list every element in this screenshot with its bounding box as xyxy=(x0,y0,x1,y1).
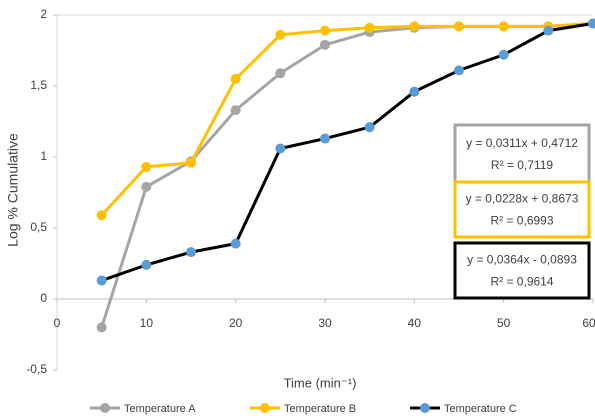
y-tick-label: 2 xyxy=(40,7,47,21)
data-point xyxy=(141,259,152,270)
legend-marker xyxy=(260,403,270,413)
series-line xyxy=(100,22,594,217)
data-point xyxy=(186,157,196,168)
data-point xyxy=(230,238,241,249)
data-point xyxy=(186,247,196,258)
equation-box xyxy=(453,123,591,185)
series-line xyxy=(101,22,594,282)
data-point xyxy=(320,133,330,144)
r-squared: R² = 0,6993 xyxy=(490,214,553,228)
y-axis-label: Log % Cumulative xyxy=(5,133,21,247)
equation: y = 0,0311x + 0,4712 xyxy=(466,136,578,150)
data-point xyxy=(454,21,464,32)
data-point xyxy=(141,161,152,172)
y-tick-label: 1 xyxy=(40,149,47,163)
equation-box xyxy=(453,241,591,300)
data-point xyxy=(320,39,330,50)
data-point xyxy=(364,122,375,133)
legend-label: Temperature B xyxy=(284,403,356,415)
data-point xyxy=(96,322,107,333)
legend-label: Temperature A xyxy=(124,403,196,415)
y-tick-label: 0 xyxy=(40,291,47,305)
data-point xyxy=(498,49,509,60)
legend-label: Temperature C xyxy=(444,403,517,415)
data-point xyxy=(275,29,286,40)
data-point xyxy=(409,86,420,97)
data-point xyxy=(320,25,330,36)
x-tick-label: 0 xyxy=(54,316,61,330)
y-tick-label: 1,5 xyxy=(30,78,47,92)
equation-box xyxy=(453,180,591,239)
x-axis-label: Time (min⁻¹) xyxy=(284,375,357,390)
data-point xyxy=(409,21,420,32)
legend-marker xyxy=(100,403,110,413)
data-point xyxy=(141,181,152,192)
data-point xyxy=(275,143,286,154)
legend-marker xyxy=(420,403,430,413)
data-point xyxy=(498,21,509,32)
x-tick-label: 40 xyxy=(408,316,422,330)
equation: y = 0,0228x + 0,8673 xyxy=(466,192,579,206)
data-point xyxy=(230,73,241,84)
data-point xyxy=(364,22,375,33)
data-point xyxy=(454,65,464,76)
x-tick-label: 20 xyxy=(229,316,243,330)
data-point xyxy=(230,105,241,116)
data-point xyxy=(96,210,107,221)
y-tick-label: -0,5 xyxy=(26,362,47,376)
x-tick-label: 50 xyxy=(497,316,511,330)
data-point xyxy=(96,275,107,286)
x-tick-label: 60 xyxy=(582,316,595,330)
x-tick-label: 30 xyxy=(318,316,332,330)
equation: y = 0,0364x - 0,0893 xyxy=(467,253,577,267)
data-point xyxy=(588,18,595,29)
r-squared: R² = 0,9614 xyxy=(490,275,553,289)
r-squared: R² = 0,7119 xyxy=(491,158,553,172)
x-tick-label: 10 xyxy=(140,316,154,330)
data-point xyxy=(275,68,286,79)
y-tick-label: 0,5 xyxy=(30,220,47,234)
data-point xyxy=(543,25,554,36)
